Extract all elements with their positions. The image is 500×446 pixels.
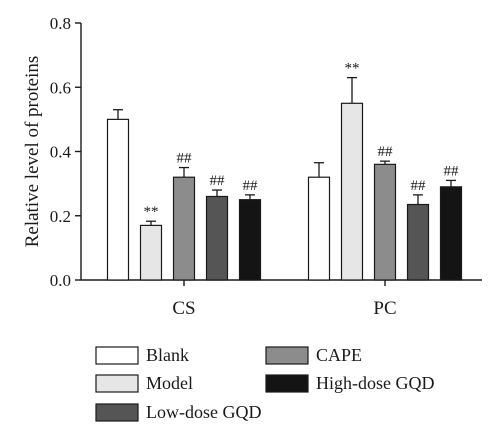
bar xyxy=(205,195,229,281)
legend-swatch xyxy=(265,346,309,365)
bar xyxy=(340,102,364,281)
significance-label: ** xyxy=(345,61,360,77)
x-category-label: PC xyxy=(373,298,396,319)
y-axis-label: Relative level of proteins xyxy=(22,56,43,248)
bar xyxy=(139,224,163,281)
significance-label: ## xyxy=(411,178,427,194)
legend-swatch xyxy=(95,403,139,422)
significance-label: ## xyxy=(177,151,193,167)
significance-label: ## xyxy=(210,173,226,189)
bars: ** ## ## ## ** ## ## ## xyxy=(106,61,463,281)
significance-label: ## xyxy=(444,163,460,179)
bar xyxy=(373,163,397,281)
bar xyxy=(439,186,463,281)
y-tick-label: 0.2 xyxy=(50,207,71,226)
significance-label: ** xyxy=(144,204,159,220)
y-tick-label: 0.0 xyxy=(50,271,71,290)
legend-label: Low-dose GQD xyxy=(146,402,261,422)
legend-label: CAPE xyxy=(316,345,362,365)
legend-label: Model xyxy=(146,373,193,393)
bar xyxy=(238,199,262,281)
significance-label: ## xyxy=(378,144,394,160)
significance-label: ## xyxy=(243,178,259,194)
legend-swatch xyxy=(265,374,309,393)
legend-label: Blank xyxy=(146,345,189,365)
bar xyxy=(106,118,130,281)
legend-label: High-dose GQD xyxy=(316,373,435,393)
y-tick-label: 0.4 xyxy=(50,143,72,162)
bar xyxy=(406,203,430,281)
legend-swatch xyxy=(95,346,139,365)
bar xyxy=(172,176,196,281)
y-tick-label: 0.6 xyxy=(50,78,71,97)
bar xyxy=(307,176,331,281)
legend: Blank CAPE Model High-dose GQD Low-dose GQD xyxy=(95,345,435,422)
legend-swatch xyxy=(95,374,139,393)
x-category-label: CS xyxy=(172,298,195,319)
y-tick-label: 0.8 xyxy=(50,14,71,33)
